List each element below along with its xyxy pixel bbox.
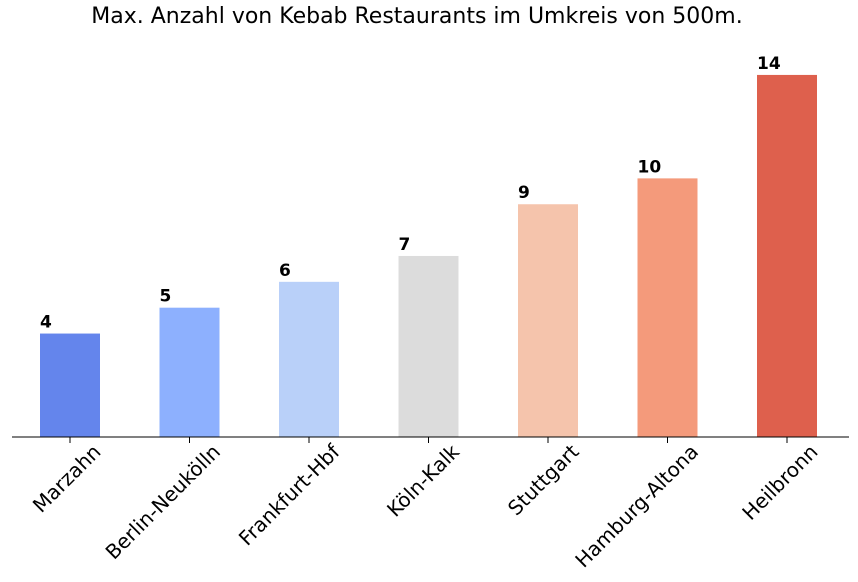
bar-3	[398, 255, 459, 437]
chart-title: Max. Anzahl von Kebab Restaurants im Umk…	[91, 4, 742, 29]
value-label-5: 10	[638, 157, 662, 177]
bar-2	[279, 281, 339, 437]
x-tick-label-1: Berlin-Neukölln	[101, 440, 226, 565]
x-tick-label-6: Heilbronn	[737, 440, 822, 525]
value-label-1: 5	[160, 287, 172, 307]
bar-4	[518, 204, 578, 437]
x-tick-label-3: Köln-Kalk	[382, 439, 464, 521]
bar-6	[757, 74, 817, 438]
x-tick-label-2: Frankfurt-Hbf	[234, 439, 345, 550]
x-tick-label-0: Marzahn	[28, 440, 106, 518]
value-label-4: 9	[518, 183, 530, 203]
bar-1	[159, 307, 220, 437]
value-label-3: 7	[399, 235, 411, 255]
value-label-0: 4	[40, 313, 52, 333]
value-labels-group: 4 5 6 7 9 10 14	[40, 54, 781, 333]
x-tick-label-5: Hamburg-Altona	[570, 440, 703, 573]
x-tick-label-4: Stuttgart	[503, 439, 584, 520]
bar-5	[637, 178, 698, 437]
bars-group	[40, 74, 817, 438]
bar-0	[40, 333, 100, 437]
value-label-6: 14	[757, 54, 781, 74]
value-label-2: 6	[279, 261, 291, 281]
